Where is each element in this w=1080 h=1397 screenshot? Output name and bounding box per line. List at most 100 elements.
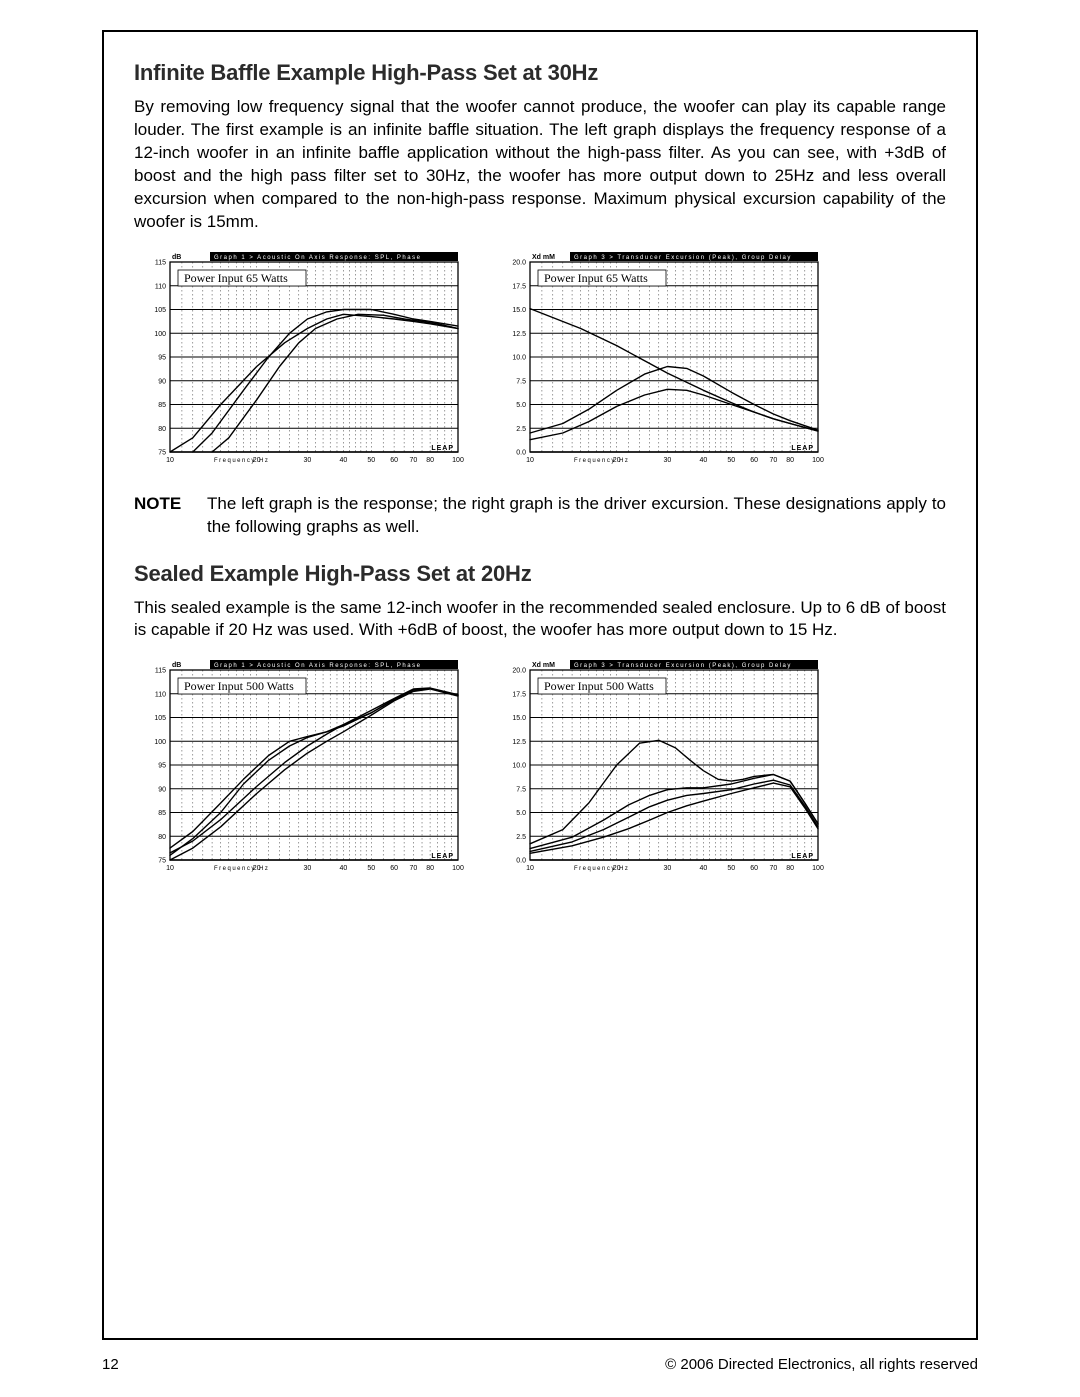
charts-row-2: Graph 1 > Acoustic On Axis Response: SPL… (134, 660, 946, 883)
svg-text:0.0: 0.0 (516, 858, 526, 865)
svg-text:100: 100 (812, 457, 824, 464)
svg-text:75: 75 (158, 858, 166, 865)
svg-text:Graph 3 > Transducer Excursion: Graph 3 > Transducer Excursion (Peak), G… (574, 663, 792, 669)
svg-text:40: 40 (339, 457, 347, 464)
chart-1-right: Graph 3 > Transducer Excursion (Peak), G… (494, 252, 824, 475)
svg-text:60: 60 (750, 865, 758, 872)
svg-text:80: 80 (426, 457, 434, 464)
svg-text:dB: dB (172, 254, 181, 261)
svg-text:LEAP: LEAP (791, 445, 814, 452)
svg-text:30: 30 (664, 457, 672, 464)
svg-text:10.0: 10.0 (512, 763, 526, 770)
page-number: 12 (102, 1356, 119, 1373)
note-row: NOTE The left graph is the response; the… (134, 493, 946, 539)
svg-text:100: 100 (452, 865, 464, 872)
svg-text:12.5: 12.5 (512, 739, 526, 746)
svg-text:85: 85 (158, 402, 166, 409)
svg-text:30: 30 (304, 457, 312, 464)
svg-text:80: 80 (426, 865, 434, 872)
svg-text:105: 105 (154, 307, 166, 314)
chart-2-right: Graph 3 > Transducer Excursion (Peak), G… (494, 660, 824, 883)
section2-body: This sealed example is the same 12-inch … (134, 597, 946, 643)
chart-1-left: Graph 1 > Acoustic On Axis Response: SPL… (134, 252, 464, 475)
svg-text:70: 70 (409, 865, 417, 872)
svg-text:Frequency Hz: Frequency Hz (214, 458, 269, 464)
section2-heading: Sealed Example High-Pass Set at 20Hz (134, 561, 946, 587)
svg-text:20.0: 20.0 (512, 668, 526, 675)
svg-text:70: 70 (769, 457, 777, 464)
svg-text:Frequency Hz: Frequency Hz (574, 866, 629, 872)
svg-text:15.0: 15.0 (512, 307, 526, 314)
svg-text:10: 10 (166, 865, 174, 872)
svg-text:80: 80 (786, 865, 794, 872)
svg-text:2.5: 2.5 (516, 834, 526, 841)
svg-text:LEAP: LEAP (431, 445, 454, 452)
svg-text:100: 100 (452, 457, 464, 464)
svg-text:80: 80 (158, 425, 166, 432)
svg-text:0.0: 0.0 (516, 449, 526, 456)
section1-body: By removing low frequency signal that th… (134, 96, 946, 234)
svg-text:Graph 1 > Acoustic On Axis Res: Graph 1 > Acoustic On Axis Response: SPL… (214, 663, 421, 669)
svg-text:Power Input 500 Watts: Power Input 500 Watts (184, 679, 294, 693)
svg-text:LEAP: LEAP (791, 853, 814, 860)
svg-text:100: 100 (154, 330, 166, 337)
svg-text:Frequency Hz: Frequency Hz (574, 458, 629, 464)
svg-text:60: 60 (390, 457, 398, 464)
note-text: The left graph is the response; the righ… (207, 493, 946, 539)
charts-row-1: Graph 1 > Acoustic On Axis Response: SPL… (134, 252, 946, 475)
svg-text:115: 115 (155, 668, 166, 675)
svg-text:10.0: 10.0 (512, 354, 526, 361)
svg-text:30: 30 (664, 865, 672, 872)
svg-text:Power Input 65 Watts: Power Input 65 Watts (544, 271, 648, 285)
svg-text:50: 50 (727, 457, 735, 464)
svg-text:110: 110 (155, 692, 166, 699)
svg-text:70: 70 (769, 865, 777, 872)
svg-text:100: 100 (812, 865, 824, 872)
svg-text:80: 80 (786, 457, 794, 464)
svg-text:LEAP: LEAP (431, 853, 454, 860)
svg-text:7.5: 7.5 (516, 378, 526, 385)
svg-text:50: 50 (727, 865, 735, 872)
page-frame: Infinite Baffle Example High-Pass Set at… (102, 30, 978, 1340)
svg-text:Frequency Hz: Frequency Hz (214, 866, 269, 872)
page-footer: 12 © 2006 Directed Electronics, all righ… (102, 1356, 978, 1373)
svg-text:80: 80 (158, 834, 166, 841)
svg-text:105: 105 (154, 715, 166, 722)
svg-text:50: 50 (367, 865, 375, 872)
svg-text:95: 95 (158, 763, 166, 770)
svg-text:20.0: 20.0 (512, 259, 526, 266)
svg-text:90: 90 (158, 787, 166, 794)
svg-text:30: 30 (304, 865, 312, 872)
svg-text:Graph 3 > Transducer Excursion: Graph 3 > Transducer Excursion (Peak), G… (574, 255, 792, 261)
svg-text:40: 40 (699, 457, 707, 464)
svg-text:Xd mM: Xd mM (532, 662, 555, 669)
svg-text:60: 60 (750, 457, 758, 464)
svg-text:90: 90 (158, 378, 166, 385)
svg-text:Graph 1 > Acoustic On Axis Res: Graph 1 > Acoustic On Axis Response: SPL… (214, 255, 421, 261)
svg-text:75: 75 (158, 449, 166, 456)
svg-text:2.5: 2.5 (516, 425, 526, 432)
svg-text:40: 40 (339, 865, 347, 872)
svg-text:115: 115 (155, 259, 166, 266)
svg-text:10: 10 (526, 865, 534, 872)
chart-2-left: Graph 1 > Acoustic On Axis Response: SPL… (134, 660, 464, 883)
svg-text:10: 10 (166, 457, 174, 464)
note-label: NOTE (134, 493, 189, 539)
copyright: © 2006 Directed Electronics, all rights … (665, 1356, 978, 1373)
svg-text:40: 40 (699, 865, 707, 872)
svg-text:50: 50 (367, 457, 375, 464)
svg-text:70: 70 (409, 457, 417, 464)
svg-text:85: 85 (158, 810, 166, 817)
svg-text:17.5: 17.5 (512, 283, 526, 290)
svg-text:dB: dB (172, 662, 181, 669)
svg-text:100: 100 (154, 739, 166, 746)
svg-text:60: 60 (390, 865, 398, 872)
svg-text:10: 10 (526, 457, 534, 464)
svg-text:Xd mM: Xd mM (532, 254, 555, 261)
svg-text:5.0: 5.0 (516, 402, 526, 409)
svg-text:17.5: 17.5 (512, 692, 526, 699)
svg-text:12.5: 12.5 (512, 330, 526, 337)
svg-text:Power Input 500 Watts: Power Input 500 Watts (544, 679, 654, 693)
svg-text:95: 95 (158, 354, 166, 361)
svg-text:15.0: 15.0 (512, 715, 526, 722)
